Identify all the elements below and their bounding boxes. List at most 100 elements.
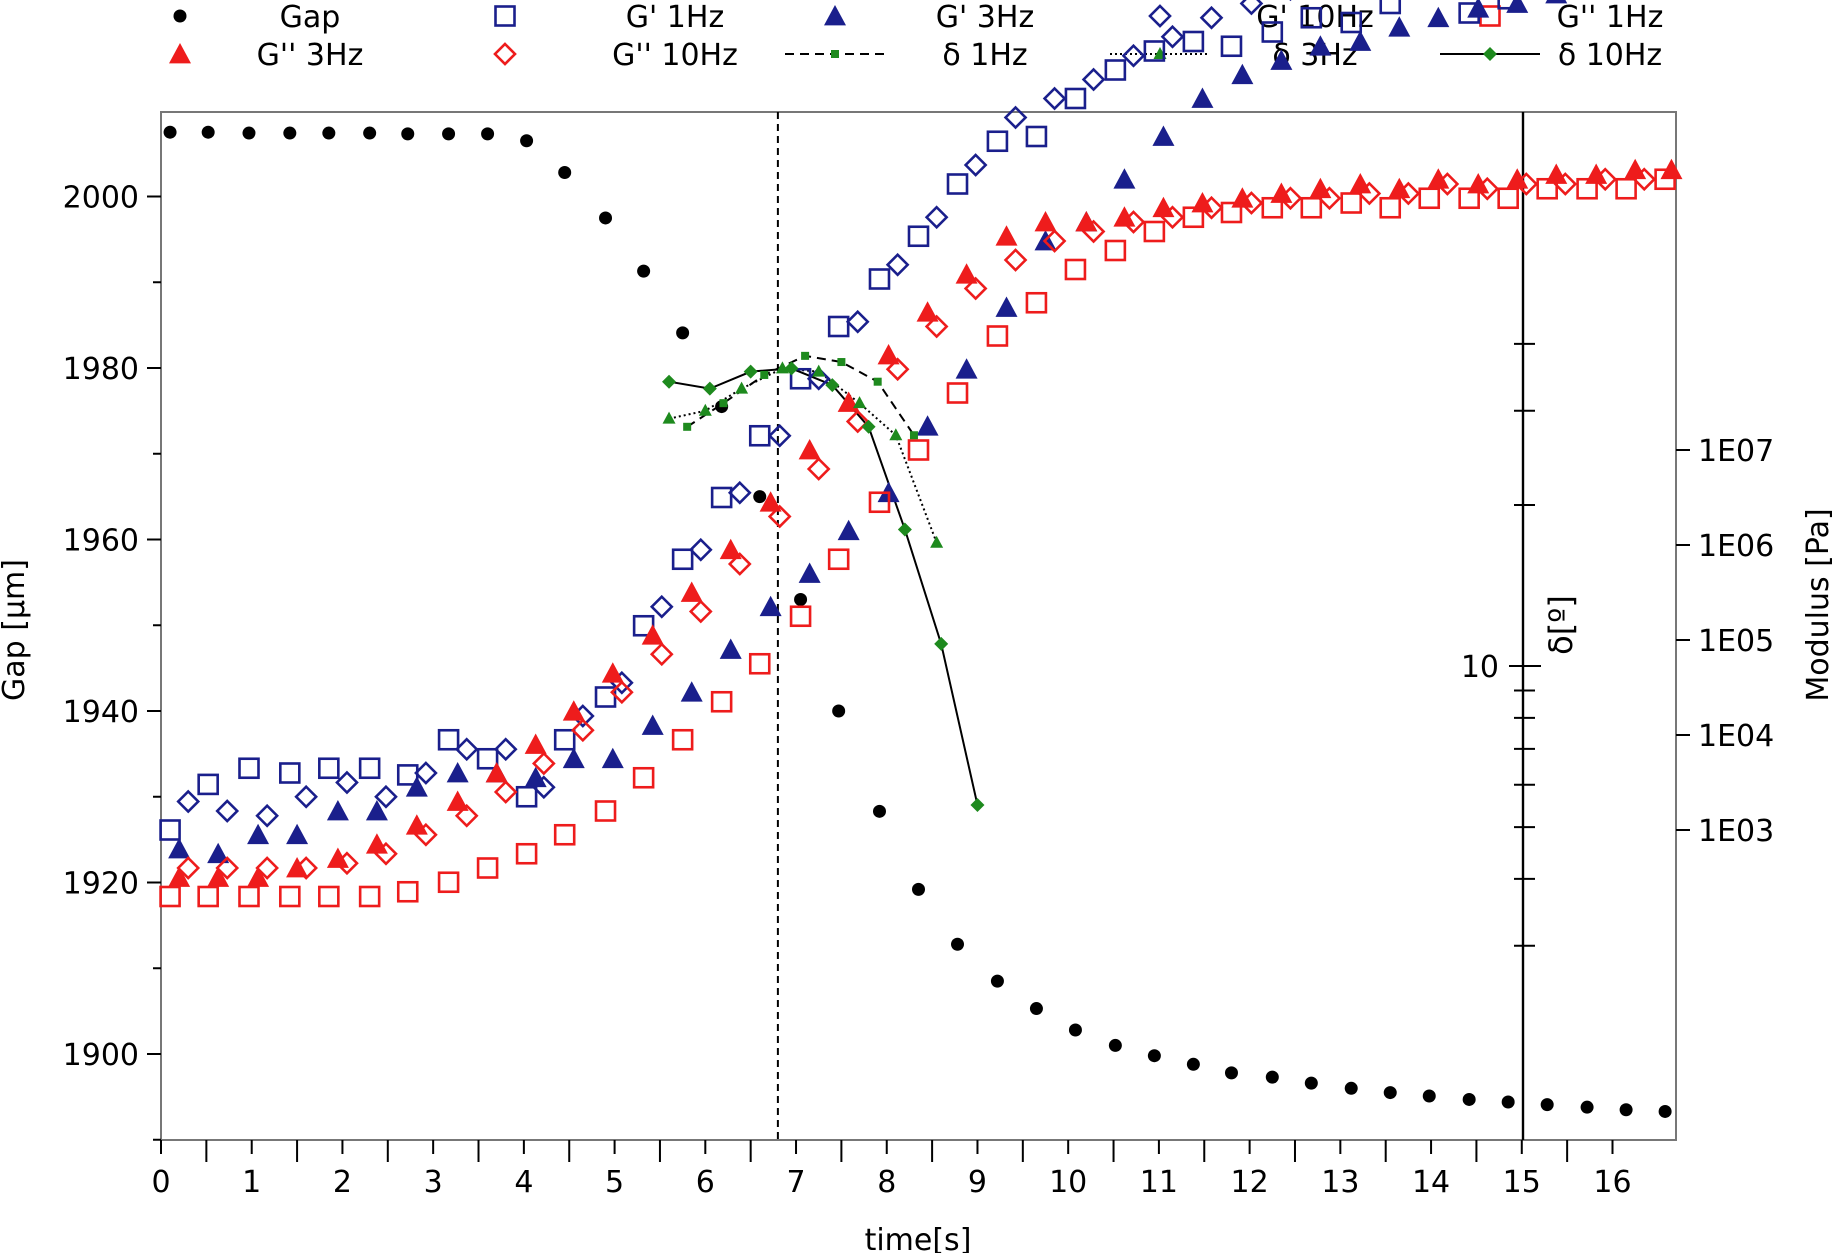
- point-gp-10hz: [335, 770, 359, 795]
- point-gap: [832, 704, 846, 718]
- y-axis-delta: 10: [1461, 112, 1541, 1140]
- x-axis: 0 1 2 3 4 5 6 7 8 9 10 11 12 13 14 15 16: [151, 1140, 1632, 1200]
- point-delta-1hz: [873, 377, 882, 386]
- point-gp-3hz: [680, 681, 703, 702]
- point-gp-3hz: [1349, 30, 1372, 51]
- point-gpp-1hz: [437, 871, 460, 894]
- y-left-tick-label: 2000: [63, 181, 139, 216]
- point-gp-1hz: [279, 762, 301, 784]
- point-gpp-1hz: [1220, 201, 1243, 224]
- point-gp-1hz: [1025, 125, 1048, 148]
- point-gpp-1hz: [197, 885, 219, 908]
- point-gap: [1580, 1100, 1594, 1114]
- point-gpp-3hz: [326, 847, 349, 868]
- y-left-tick-label: 1980: [63, 352, 139, 387]
- y-axis-left: 1900 1920 1940 1960 1980 2000: [63, 181, 161, 1141]
- point-gp-1hz: [1497, 0, 1519, 10]
- point-gpp-3hz: [1585, 163, 1608, 184]
- point-gp-3hz: [168, 838, 191, 859]
- legend-marker-gap: [173, 9, 187, 23]
- point-gpp-3hz: [1660, 158, 1683, 180]
- point-delta-10hz: [897, 522, 912, 537]
- point-gpp-1hz: [946, 382, 969, 404]
- legend-marker-gpp-3hz: [169, 43, 191, 64]
- point-gp-1hz: [827, 315, 850, 338]
- point-gp-3hz: [955, 358, 978, 379]
- point-gpp-3hz: [1075, 211, 1098, 232]
- point-gpp-10hz: [688, 599, 713, 624]
- point-gap: [637, 264, 651, 278]
- y-left-tick-label: 1940: [63, 695, 139, 730]
- point-gp-3hz: [1545, 0, 1568, 4]
- point-gpp-10hz: [374, 841, 398, 866]
- x-tick-label: 12: [1231, 1165, 1269, 1200]
- point-gpp-1hz: [671, 728, 694, 751]
- point-gp-10hz: [255, 803, 279, 828]
- point-gp-3hz: [719, 638, 742, 659]
- x-tick-label: 2: [333, 1165, 352, 1200]
- y-left-tick-label: 1920: [63, 867, 139, 902]
- point-gpp-3hz: [485, 762, 508, 783]
- point-gap: [1108, 1038, 1122, 1052]
- point-gp-10hz: [845, 309, 870, 334]
- point-gap: [558, 165, 572, 179]
- point-gap: [1344, 1081, 1358, 1095]
- point-gpp-3hz: [1270, 182, 1293, 203]
- point-gpp-10hz: [1357, 181, 1382, 206]
- point-gp-3hz: [995, 296, 1018, 317]
- point-gap: [322, 126, 336, 140]
- point-gp-10hz: [215, 799, 240, 823]
- point-gp-10hz: [885, 252, 910, 277]
- point-delta-1hz: [760, 370, 769, 379]
- point-gp-10hz: [374, 784, 398, 809]
- point-gp-3hz: [1427, 6, 1450, 28]
- point-gap: [990, 974, 1004, 988]
- point-gap: [676, 326, 690, 340]
- point-gap: [201, 125, 215, 139]
- point-gpp-10hz: [1278, 186, 1303, 211]
- point-gp-10hz: [531, 775, 556, 800]
- point-gpp-3hz: [247, 866, 270, 887]
- legend-marker-gpp-10hz: [493, 42, 517, 66]
- point-gp-1hz: [553, 728, 576, 751]
- point-gp-3hz: [207, 842, 230, 864]
- point-gp-1hz: [1300, 6, 1323, 29]
- point-gap: [951, 937, 965, 951]
- y-axis-delta-label: δ[º]: [1542, 595, 1580, 655]
- point-gp-3hz: [326, 800, 349, 821]
- point-gp-3hz: [1191, 87, 1214, 108]
- point-gpp-1hz: [1536, 177, 1558, 200]
- x-tick-label: 1: [242, 1165, 261, 1200]
- point-gp-1hz: [318, 757, 340, 780]
- point-gpp-3hz: [719, 538, 742, 560]
- point-gap: [283, 126, 297, 140]
- point-gpp-3hz: [524, 733, 547, 754]
- legend-label-gpp-3hz: G'' 3Hz: [257, 38, 364, 73]
- point-delta-10hz: [934, 636, 949, 651]
- point-gp-10hz: [963, 153, 988, 177]
- point-gpp-3hz: [168, 866, 191, 887]
- point-gp-1hz: [238, 757, 260, 780]
- point-delta-3hz: [853, 396, 867, 409]
- series-markers: [159, 0, 1683, 1118]
- point-delta-1hz: [837, 358, 846, 367]
- y-axis-right: 1E03 1E04 1E05 1E06 1E07: [1676, 434, 1774, 849]
- point-gap: [481, 127, 495, 141]
- point-gp-1hz: [1340, 11, 1363, 34]
- point-gp-10hz: [727, 480, 752, 505]
- point-gp-1hz: [1261, 21, 1284, 43]
- point-gp-3hz: [1506, 0, 1529, 13]
- y-right-tick-label: 1E06: [1698, 529, 1774, 564]
- point-gpp-3hz: [601, 662, 624, 683]
- legend-label-gpp-1hz: G'' 1Hz: [1557, 0, 1664, 35]
- point-gpp-1hz: [159, 885, 181, 908]
- point-gpp-10hz: [1199, 195, 1224, 220]
- point-delta-10hz: [970, 797, 985, 812]
- point-gpp-10hz: [1081, 219, 1106, 244]
- point-gpp-10hz: [610, 680, 634, 705]
- point-gap: [1658, 1104, 1672, 1118]
- y-left-tick-label: 1960: [63, 524, 139, 559]
- point-gp-10hz: [1199, 5, 1224, 30]
- point-gp-10hz: [1121, 43, 1146, 68]
